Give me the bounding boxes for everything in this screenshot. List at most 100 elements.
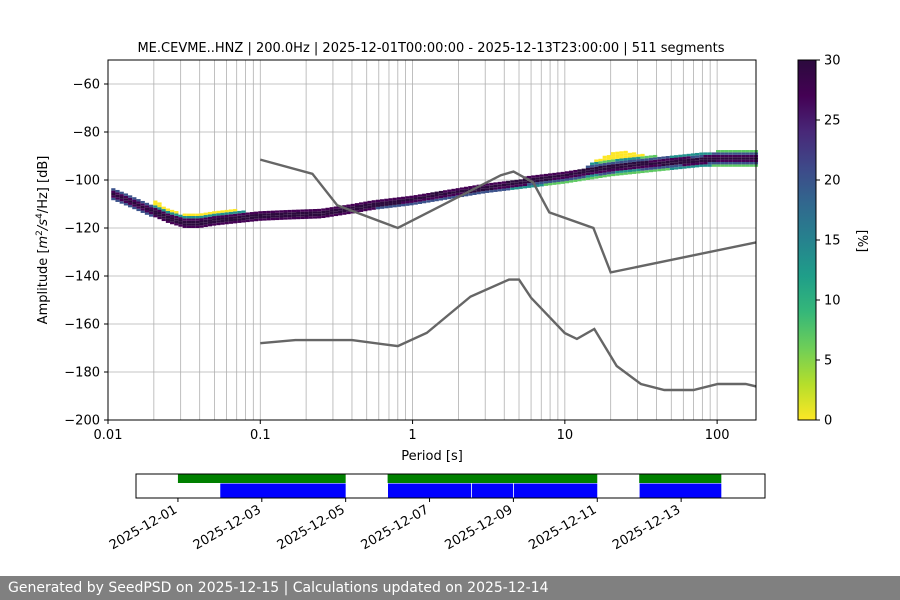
psd-cell [128,202,133,205]
psd-cell [720,154,725,158]
psd-cell [623,170,628,173]
psd-cell [371,205,376,208]
psd-cell [711,152,717,155]
psd-cell [191,216,196,219]
psd-cell [464,193,469,197]
psd-cell [237,213,242,216]
psd-cell [594,164,599,167]
psd-cell [157,202,162,205]
psd-cell [287,217,292,220]
psd-cell [695,164,700,168]
used-data-segment [639,483,722,498]
psd-cell [657,161,662,165]
psd-cell [623,165,628,168]
psd-cell [434,198,439,202]
psd-chart: ME.CEVME..HNZ | 200.0Hz | 2025-12-01T00:… [35,41,869,553]
psd-cell [501,183,507,187]
colorbar-label: [%] [854,230,869,253]
psd-cell [749,164,754,167]
psd-cell [216,217,221,221]
psd-cell [422,200,427,204]
psd-cell [140,208,145,211]
psd-cell [636,166,641,169]
psd-cell [329,209,334,212]
psd-cell [199,222,204,226]
psd-cell [119,196,124,199]
psd-cell [241,210,246,213]
psd-cell [510,182,515,186]
psd-cell [648,157,654,161]
psd-cell [165,213,171,216]
psd-cell [577,171,582,175]
psd-cell [287,209,292,213]
psd-cell [707,154,712,158]
psd-cell [598,175,603,178]
psd-cell [602,174,607,178]
psd-cell [182,215,187,219]
psd-cell [451,188,456,192]
psd-cell [602,172,607,175]
psd-cell [422,193,427,197]
psd-cell [678,159,683,162]
psd-cell [174,218,179,221]
psd-cell [644,163,649,166]
psd-cell [417,199,423,202]
psd-cell [619,158,624,161]
psd-cell [203,219,208,223]
psd-cell [640,153,645,157]
psd-cell [543,181,549,184]
psd-cell [207,214,213,217]
psd-cell [640,156,645,159]
psd-cell [438,193,444,196]
psd-cell [615,161,620,164]
psd-cell [170,221,175,225]
timeline-tick-label: 2025-12-01 [107,502,180,553]
psd-cell [569,180,574,183]
psd-cell [333,213,339,217]
psd-cell [346,206,351,210]
psd-cell [674,162,679,165]
psd-cell [468,193,473,196]
psd-cell [266,215,271,219]
psd-cell [577,174,582,177]
psd-cell [195,223,200,226]
x-tick-label: 0.01 [94,428,123,443]
psd-cell [233,220,238,224]
psd-cell [703,162,708,165]
psd-cell [262,211,267,214]
psd-cell [165,218,171,221]
psd-cell [220,222,225,225]
psd-cell [632,171,637,174]
psd-cell [632,166,637,170]
psd-cell [640,158,645,162]
psd-cell [560,171,565,175]
psd-cell [207,219,213,222]
psd-cell [321,213,326,216]
psd-cell [615,156,620,159]
psd-cell [228,219,234,222]
psd-cell [543,183,549,186]
psd-cell [497,189,502,192]
psd-cell [174,215,179,219]
psd-cell [564,173,570,177]
psd-cell [275,212,280,216]
psd-cell [329,214,334,217]
psd-cell [443,197,448,200]
psd-cell [350,203,355,207]
psd-cell [690,153,696,156]
psd-cell [682,159,687,162]
psd-cell [438,198,444,201]
psd-cell [170,217,175,220]
psd-cell [594,161,599,165]
psd-cell [325,212,330,215]
psd-cell [170,209,175,213]
psd-cell [249,216,255,220]
psd-cell [590,176,595,180]
psd-cell [128,200,133,203]
psd-cell [186,216,192,219]
psd-cell [438,190,444,194]
psd-cell [472,185,477,188]
psd-cell [149,214,154,217]
psd-cell [401,201,406,204]
psd-cell [241,215,246,218]
